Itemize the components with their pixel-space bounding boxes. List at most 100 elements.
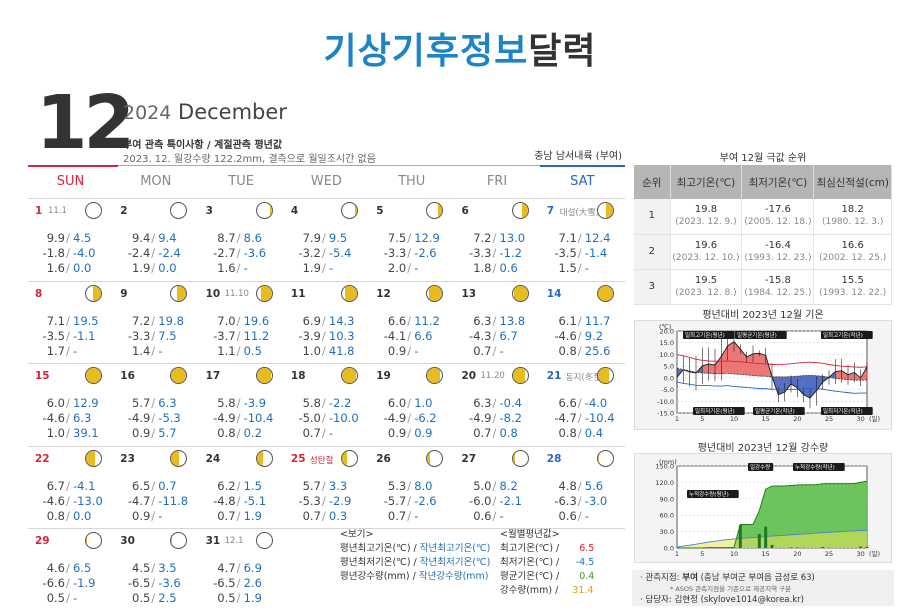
y-tick-label: 15.0 [660,339,674,347]
last-year-value: 9.4 [158,231,176,246]
last-year-value: -5.1 [244,494,266,509]
day-number: 22 [35,453,50,465]
last-year-value: -4.1 [73,479,95,494]
max-temp-row: 7.1/19.5 [28,314,113,329]
min-temp-row: -2.7/-3.6 [199,246,284,261]
moon-lit-portion [342,451,347,466]
value-separator: / [66,314,70,329]
day-number: 2 [120,205,127,217]
normal-value: 4.7 [217,561,235,576]
precip-row: 0.9/- [369,344,454,359]
y-axis-unit: (mm) [659,458,677,466]
normal-value: 1.8 [473,261,491,276]
normal-value: -4.1 [384,329,406,344]
last-year-value: 12.9 [414,231,440,246]
last-year-value: 0.4 [585,426,603,441]
ranking-cell: -15.8(1984. 12. 25.) [742,269,814,304]
x-tick-label: 5 [700,415,704,423]
value-separator: / [578,231,582,246]
normal-value: 6.3 [473,396,491,411]
ranking-cell: 19.8(2023. 12. 9.) [670,199,742,234]
normal-value: 0.8 [47,509,65,524]
last-year-value: 1.9 [244,591,262,606]
max-temp-row: 7.5/12.9 [369,231,454,246]
last-year-value: 6.3 [73,411,91,426]
precip-row: 0.7/0.3 [284,509,369,524]
min-temp-row: -4.9/-5.3 [113,411,198,426]
moon-lit-portion [598,451,599,466]
value-separator: / [322,329,326,344]
daily-precip-bar [866,547,869,548]
normal-value: -4.8 [213,494,235,509]
normal-value: 0.8 [559,344,577,359]
last-year-value: 4.5 [73,231,91,246]
value-separator: / [237,479,241,494]
value-separator: / [578,494,582,509]
min-temp-row: -5.0/-10.0 [284,411,369,426]
precip-row: 0.5/2.5 [113,591,198,606]
x-tick-label: 10 [730,415,738,423]
record-date: (1980. 12. 3.) [814,216,891,228]
x-tick-label: 1 [675,415,679,423]
last-year-value: -2.4 [158,246,180,261]
moon-lit-portion [171,368,186,383]
day-number: 8 [35,288,42,300]
last-year-value: -10.4 [585,411,615,426]
value-separator: / [237,426,241,441]
precip-row: 1.6/0.0 [28,261,113,276]
normal-value: -5.3 [298,494,320,509]
max-temp-row: 6.3/-0.4 [455,396,540,411]
max-temp-row: 4.8/5.6 [540,479,625,494]
precip-row: 0.7/- [369,509,454,524]
precip-row: 0.5/1.9 [199,591,284,606]
last-year-value: 8.2 [500,479,518,494]
last-year-value: 8.6 [244,231,262,246]
normal-value: -2.7 [213,246,235,261]
day-note: 대설(大雪) [560,206,599,218]
max-temp-row: 6.2/1.5 [199,479,284,494]
value-separator: / [237,411,241,426]
day-number: 4 [291,205,298,217]
value-separator: / [151,246,155,261]
normal-value: -4.6 [43,494,65,509]
precip-row: 1.4/- [113,344,198,359]
max-temp-row: 6.7/-4.1 [28,479,113,494]
record-date: (1984. 12. 25.) [742,287,813,299]
day-number: 9 [120,288,127,300]
